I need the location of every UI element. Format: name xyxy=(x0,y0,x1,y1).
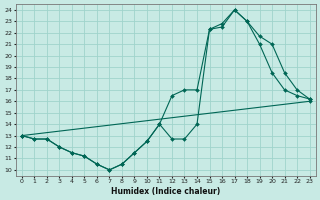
X-axis label: Humidex (Indice chaleur): Humidex (Indice chaleur) xyxy=(111,187,220,196)
